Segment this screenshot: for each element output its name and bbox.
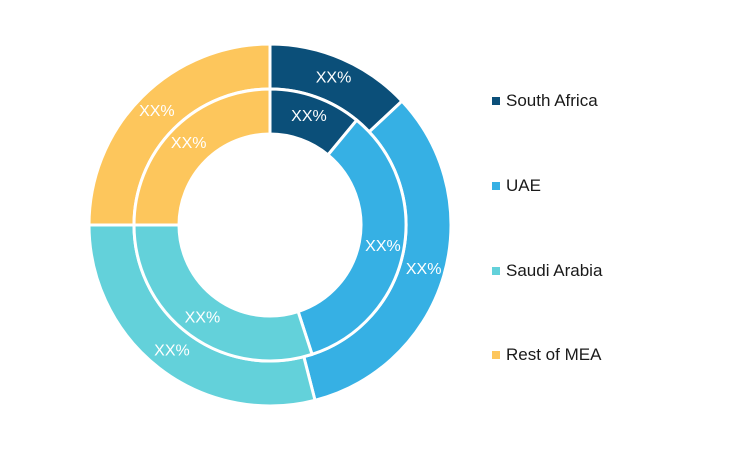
outer-label-south-africa: XX% bbox=[316, 69, 352, 86]
legend-swatch-saudi-arabia bbox=[492, 267, 500, 275]
legend-label-saudi-arabia: Saudi Arabia bbox=[506, 261, 603, 280]
chart-legend: South Africa UAE Saudi Arabia Rest of ME… bbox=[492, 0, 732, 450]
legend-item-saudi-arabia: Saudi Arabia bbox=[492, 260, 602, 282]
outer-label-uae: XX% bbox=[406, 261, 442, 278]
legend-label-rest-of-mea: Rest of MEA bbox=[506, 345, 602, 364]
inner-slice-saudi-arabia bbox=[132, 223, 314, 363]
inner-label-rest-of-mea: XX% bbox=[171, 135, 207, 152]
inner-label-uae: XX% bbox=[365, 238, 401, 255]
legend-label-south-africa: South Africa bbox=[506, 91, 598, 110]
inner-slice-uae bbox=[296, 118, 408, 357]
inner-label-south-africa: XX% bbox=[291, 108, 327, 125]
legend-item-uae: UAE bbox=[492, 175, 541, 197]
legend-item-south-africa: South Africa bbox=[492, 90, 598, 112]
legend-swatch-uae bbox=[492, 182, 500, 190]
legend-item-rest-of-mea: Rest of MEA bbox=[492, 344, 601, 366]
inner-slice-rest-of-mea bbox=[132, 87, 272, 227]
inner-label-saudi-arabia: XX% bbox=[185, 309, 221, 326]
outer-label-saudi-arabia: XX% bbox=[154, 343, 190, 360]
legend-swatch-south-africa bbox=[492, 97, 500, 105]
outer-label-rest-of-mea: XX% bbox=[139, 103, 175, 120]
legend-label-uae: UAE bbox=[506, 176, 541, 195]
legend-swatch-rest-of-mea bbox=[492, 351, 500, 359]
